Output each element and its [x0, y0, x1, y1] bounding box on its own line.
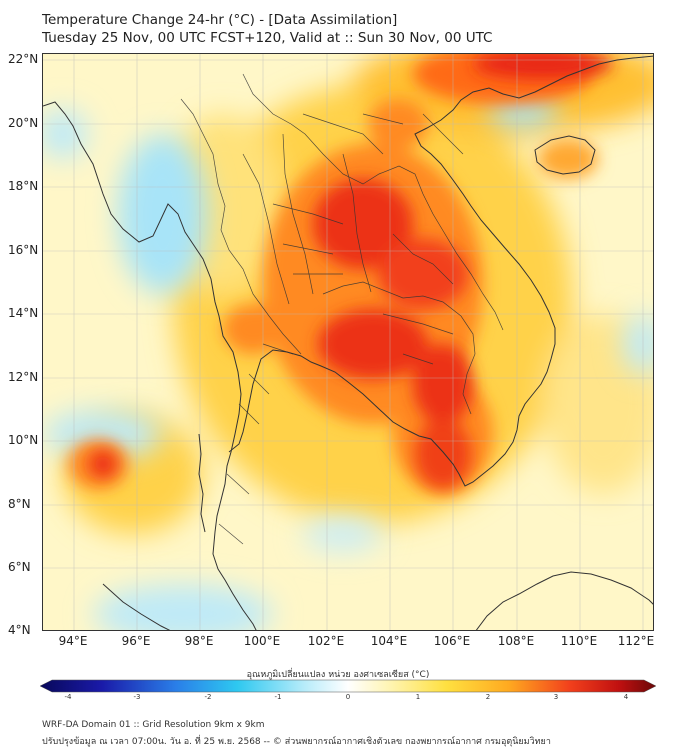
- hottest-zone: [89, 450, 117, 478]
- hottest-zone: [313, 179, 413, 269]
- lat-label: 12°N: [8, 370, 39, 384]
- hot-zone: [223, 304, 283, 354]
- lon-label: 104°E: [370, 634, 408, 648]
- lon-label: 94°E: [58, 634, 88, 648]
- lon-label: 98°E: [184, 634, 214, 648]
- lon-label: 100°E: [243, 634, 281, 648]
- lon-label: 108°E: [497, 634, 535, 648]
- lat-label: 4°N: [8, 623, 31, 637]
- colorbar-tick: 3: [553, 693, 559, 701]
- lon-label: 102°E: [307, 634, 345, 648]
- colorbar-tick: -4: [64, 693, 72, 701]
- coastline-andaman: [198, 433, 206, 533]
- lat-label: 20°N: [8, 116, 39, 130]
- coastline-sumatra: [102, 583, 171, 630]
- borders: [180, 73, 504, 545]
- colorbar-tick: -2: [204, 693, 212, 701]
- cool-zone: [43, 409, 163, 459]
- colorbar-tick: -1: [274, 693, 282, 701]
- coastline-borneo: [475, 571, 653, 630]
- coastline-mainland: [43, 101, 257, 630]
- colorbar: [40, 679, 656, 693]
- colorbar-tick: 0: [345, 693, 351, 701]
- cool-zone: [43, 109, 88, 159]
- coastlines: [43, 55, 653, 630]
- colorbar-label: อุณหภูมิเปลี่ยนแปลง หน่วย องศาเซลเซียส (…: [246, 670, 430, 680]
- coastline-island: [534, 135, 596, 175]
- hottest-zone: [378, 239, 468, 309]
- border-line: [322, 281, 476, 415]
- border-line: [302, 113, 464, 155]
- hottest-zone: [318, 309, 428, 379]
- warm-zone: [543, 314, 653, 494]
- hottest-zone: [413, 344, 473, 424]
- map-title: Temperature Change 24-hr (°C) - [Data As…: [42, 12, 398, 28]
- border-line: [272, 203, 344, 275]
- cool-zone: [303, 516, 383, 552]
- colorbar-tick: 1: [415, 693, 421, 701]
- border-line: [342, 153, 372, 293]
- hottest-anomaly-layer: [89, 54, 613, 489]
- colorbar-tick: 2: [485, 693, 491, 701]
- footer-credit: ปรับปรุงข้อมูล ณ เวลา 07:00น. วัน อ. ที่…: [42, 737, 551, 747]
- border-line: [242, 153, 290, 305]
- temperature-map: [43, 54, 653, 630]
- colorbar-tick: 4: [623, 693, 629, 701]
- border-line: [218, 343, 294, 545]
- lat-label: 14°N: [8, 306, 39, 320]
- lat-label: 16°N: [8, 243, 39, 257]
- gridlines: [43, 54, 653, 630]
- footer-model-info: WRF-DA Domain 01 :: Grid Resolution 9km …: [42, 720, 265, 730]
- border-line: [382, 233, 454, 365]
- border-line: [282, 133, 314, 295]
- colorbar-tick: -3: [133, 693, 141, 701]
- map-subtitle: Tuesday 25 Nov, 00 UTC FCST+120, Valid a…: [42, 30, 493, 46]
- colorbar-gradient: [40, 679, 656, 693]
- lon-label: 112°E: [617, 634, 655, 648]
- map-panel[interactable]: [42, 53, 654, 631]
- lat-label: 6°N: [8, 560, 31, 574]
- lat-label: 18°N: [8, 179, 39, 193]
- cool-zone: [623, 314, 653, 374]
- hottest-zone: [415, 419, 471, 489]
- lon-label: 106°E: [433, 634, 471, 648]
- lat-label: 22°N: [8, 52, 39, 66]
- border-line: [242, 73, 504, 331]
- lon-label: 96°E: [121, 634, 151, 648]
- lat-label: 8°N: [8, 497, 31, 511]
- cool-zone: [93, 584, 273, 630]
- lat-label: 10°N: [8, 433, 39, 447]
- coastline-gulf: [228, 55, 653, 487]
- lon-label: 110°E: [560, 634, 598, 648]
- border-line: [180, 98, 302, 355]
